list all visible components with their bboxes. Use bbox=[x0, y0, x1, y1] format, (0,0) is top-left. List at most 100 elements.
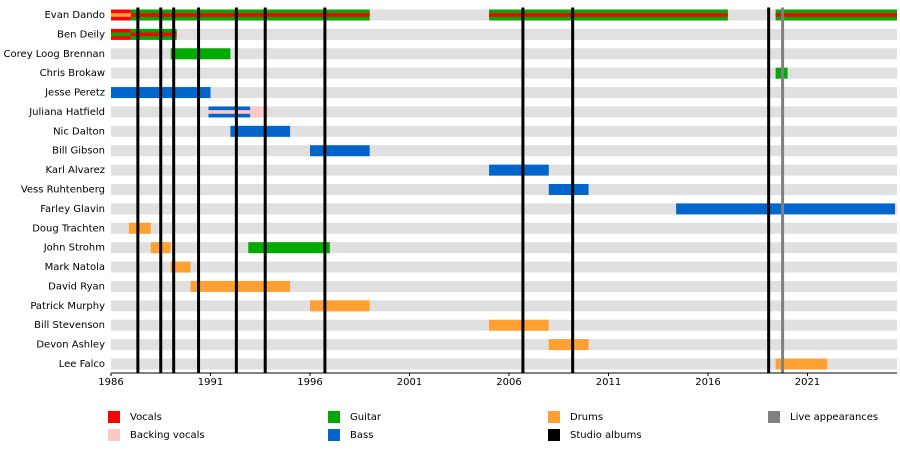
member-bar bbox=[548, 184, 589, 196]
member-name: Evan Dando bbox=[44, 10, 105, 21]
row-stripe bbox=[111, 184, 897, 196]
member-bar bbox=[775, 358, 828, 370]
x-tick-label: 2016 bbox=[695, 377, 720, 388]
legend-label: Backing vocals bbox=[130, 430, 205, 441]
bar-stripe bbox=[489, 13, 728, 17]
bar-fill bbox=[170, 261, 191, 273]
row-stripe bbox=[111, 300, 897, 312]
member-bar bbox=[130, 9, 370, 21]
member-bar bbox=[489, 9, 728, 21]
bar-fill bbox=[128, 222, 151, 234]
member-bar bbox=[111, 9, 131, 21]
member-name: Chris Brokaw bbox=[40, 68, 105, 79]
bar-stripe bbox=[130, 32, 177, 37]
bar-fill bbox=[230, 125, 291, 137]
bar-fill bbox=[489, 319, 549, 331]
member-name: Ben Deily bbox=[57, 29, 105, 40]
row-stripe bbox=[111, 67, 897, 79]
member-name: Patrick Murphy bbox=[30, 301, 105, 312]
member-name: David Ryan bbox=[48, 281, 105, 292]
x-tick-label: 2021 bbox=[795, 377, 820, 388]
legend-swatch bbox=[108, 429, 120, 441]
bar-fill bbox=[250, 106, 269, 118]
member-name: Juliana Hatfield bbox=[28, 107, 105, 118]
member-bar bbox=[130, 28, 177, 40]
member-name: Mark Natola bbox=[45, 262, 105, 273]
member-name: Corey Loog Brennan bbox=[4, 49, 105, 60]
member-name: Farley Glavin bbox=[40, 204, 105, 215]
row-stripe bbox=[111, 48, 897, 60]
bar-stripe bbox=[775, 13, 897, 17]
member-name: Karl Alvarez bbox=[45, 165, 105, 176]
member-name: Devon Ashley bbox=[36, 340, 105, 351]
bar-fill bbox=[309, 300, 370, 312]
legend-label: Vocals bbox=[130, 412, 162, 423]
row-stripe bbox=[111, 280, 897, 292]
member-bar bbox=[248, 242, 330, 254]
bar-stripe bbox=[130, 13, 370, 17]
x-tick-label: 2001 bbox=[397, 377, 422, 388]
bar-fill bbox=[775, 358, 828, 370]
row-stripe bbox=[111, 87, 897, 99]
member-bar bbox=[208, 106, 251, 118]
bar-fill bbox=[676, 203, 896, 215]
member-bar bbox=[128, 222, 151, 234]
bar-stripe bbox=[111, 13, 131, 17]
row-stripe bbox=[111, 222, 897, 234]
bar-stripe bbox=[208, 110, 251, 114]
member-bar bbox=[489, 164, 549, 176]
legend-label: Live appearances bbox=[790, 412, 878, 423]
member-name: Vess Ruhtenberg bbox=[21, 185, 105, 196]
legend-label: Guitar bbox=[350, 412, 382, 423]
legend-swatch bbox=[108, 411, 120, 423]
row-stripe bbox=[111, 261, 897, 273]
member-bar bbox=[230, 125, 291, 137]
x-tick-label: 2006 bbox=[496, 377, 521, 388]
member-bar bbox=[489, 319, 549, 331]
member-name: Lee Falco bbox=[59, 359, 105, 370]
member-name: Nic Dalton bbox=[53, 126, 105, 137]
legend-label: Drums bbox=[570, 412, 603, 423]
member-bar bbox=[170, 48, 231, 60]
member-bar bbox=[170, 261, 191, 273]
bar-fill bbox=[190, 280, 291, 292]
legend-swatch bbox=[328, 429, 340, 441]
row-stripe bbox=[111, 125, 897, 137]
member-bar bbox=[309, 145, 370, 157]
member-name: Bill Stevenson bbox=[34, 320, 105, 331]
member-bar bbox=[309, 300, 370, 312]
legend-label: Bass bbox=[350, 430, 373, 441]
legend-swatch bbox=[548, 429, 560, 441]
bar-fill bbox=[548, 184, 589, 196]
member-bar bbox=[548, 339, 589, 351]
bar-fill bbox=[309, 145, 370, 157]
row-stripe bbox=[111, 28, 897, 40]
bar-fill bbox=[170, 48, 231, 60]
x-tick-label: 1986 bbox=[98, 377, 123, 388]
bar-stripe bbox=[111, 32, 131, 37]
legend-swatch bbox=[328, 411, 340, 423]
member-bar bbox=[111, 28, 131, 40]
row-stripe bbox=[111, 145, 897, 157]
x-tick-label: 1991 bbox=[198, 377, 223, 388]
legend-swatch bbox=[548, 411, 560, 423]
row-stripe bbox=[111, 358, 897, 370]
x-tick-label: 1996 bbox=[297, 377, 322, 388]
row-stripe bbox=[111, 203, 897, 215]
bar-fill bbox=[489, 164, 549, 176]
row-stripe bbox=[111, 106, 897, 118]
member-name: John Strohm bbox=[43, 243, 105, 254]
member-bar bbox=[250, 106, 269, 118]
member-bar bbox=[775, 9, 897, 21]
x-tick-label: 2011 bbox=[596, 377, 621, 388]
row-stripe bbox=[111, 242, 897, 254]
legend-label: Studio albums bbox=[570, 430, 642, 441]
bar-fill bbox=[248, 242, 330, 254]
row-stripe bbox=[111, 339, 897, 351]
member-bar bbox=[676, 203, 896, 215]
member-name: Bill Gibson bbox=[52, 146, 105, 157]
bar-fill bbox=[548, 339, 589, 351]
member-name: Doug Trachten bbox=[32, 223, 105, 234]
member-bar bbox=[190, 280, 291, 292]
